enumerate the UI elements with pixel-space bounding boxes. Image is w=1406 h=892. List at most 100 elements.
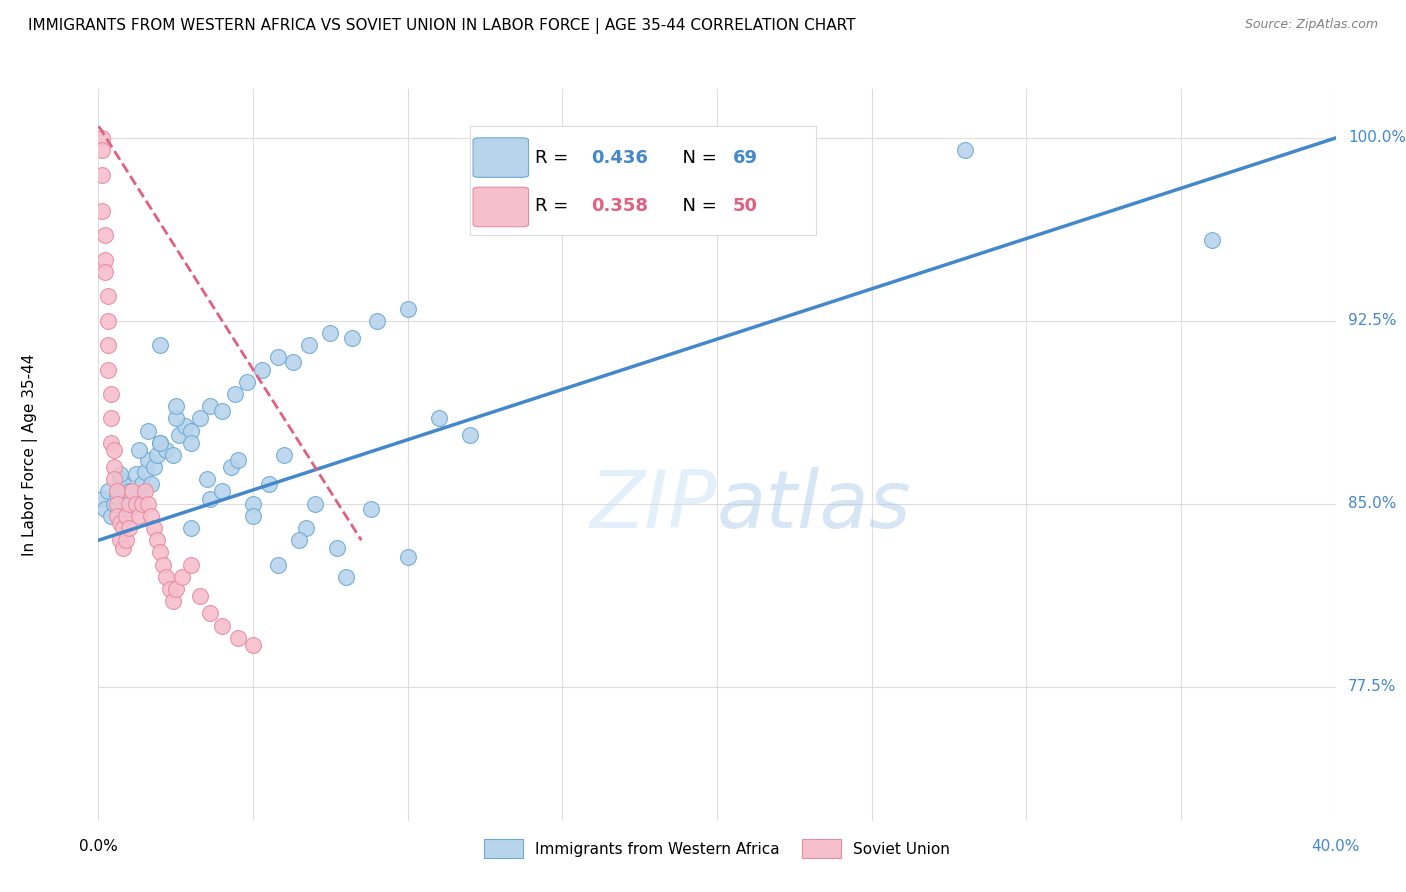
Text: 100.0%: 100.0% <box>1348 130 1406 145</box>
Point <box>100 508 122 523</box>
Point <box>396 301 419 316</box>
Point <box>190 411 212 425</box>
Point <box>211 404 233 418</box>
Point <box>335 570 357 584</box>
Point <box>136 497 159 511</box>
Point <box>100 435 122 450</box>
Point <box>90 204 112 219</box>
Point <box>118 484 141 499</box>
Point <box>97 338 120 352</box>
Point <box>121 484 143 499</box>
Text: R =: R = <box>536 197 575 215</box>
Point <box>128 489 150 503</box>
Point <box>108 516 131 531</box>
Point <box>105 484 128 499</box>
Point <box>108 533 131 548</box>
Point <box>953 143 976 157</box>
Point <box>118 497 141 511</box>
Text: 69: 69 <box>733 149 758 167</box>
Point <box>180 424 202 438</box>
Point <box>195 472 218 486</box>
Point <box>139 477 162 491</box>
Point <box>267 351 290 365</box>
Point <box>152 558 174 572</box>
Point <box>146 448 169 462</box>
Point <box>149 545 172 559</box>
Point <box>97 484 120 499</box>
Text: 92.5%: 92.5% <box>1348 313 1396 328</box>
Point <box>226 631 249 645</box>
Point <box>167 428 190 442</box>
Legend: Immigrants from Western Africa, Soviet Union: Immigrants from Western Africa, Soviet U… <box>478 833 956 864</box>
Point <box>108 467 131 482</box>
FancyBboxPatch shape <box>472 187 529 227</box>
Point <box>103 497 125 511</box>
Point <box>97 314 120 328</box>
Point <box>115 533 138 548</box>
Text: 50: 50 <box>733 197 758 215</box>
Point <box>236 375 259 389</box>
Point <box>90 168 112 182</box>
Text: Source: ZipAtlas.com: Source: ZipAtlas.com <box>1244 18 1378 31</box>
Point <box>105 489 128 503</box>
Point <box>1201 233 1223 247</box>
Point <box>288 533 311 548</box>
Point <box>319 326 342 340</box>
Point <box>180 435 202 450</box>
Point <box>360 501 382 516</box>
Point <box>134 465 156 479</box>
Point <box>170 570 193 584</box>
Point <box>149 435 172 450</box>
Point <box>112 521 135 535</box>
Text: 85.0%: 85.0% <box>1348 496 1396 511</box>
Point <box>93 252 115 267</box>
Point <box>458 428 481 442</box>
Point <box>97 289 120 303</box>
Text: In Labor Force | Age 35-44: In Labor Force | Age 35-44 <box>22 354 38 556</box>
Point <box>93 228 115 243</box>
FancyBboxPatch shape <box>472 138 529 178</box>
Point <box>124 497 146 511</box>
Point <box>294 521 316 535</box>
Text: atlas: atlas <box>717 467 912 545</box>
Point <box>198 491 221 506</box>
Text: 0.436: 0.436 <box>591 149 648 167</box>
Point <box>211 618 233 632</box>
Point <box>128 443 150 458</box>
Point <box>115 491 138 506</box>
Point <box>304 497 326 511</box>
Point <box>162 448 184 462</box>
Point <box>100 411 122 425</box>
Point <box>165 411 187 425</box>
Text: N =: N = <box>671 197 723 215</box>
Point <box>93 501 115 516</box>
Point <box>112 477 135 491</box>
Point <box>283 355 305 369</box>
Point <box>242 508 264 523</box>
Point <box>108 472 131 486</box>
Point <box>105 508 128 523</box>
Point <box>180 558 202 572</box>
Text: IMMIGRANTS FROM WESTERN AFRICA VS SOVIET UNION IN LABOR FORCE | AGE 35-44 CORREL: IMMIGRANTS FROM WESTERN AFRICA VS SOVIET… <box>28 18 856 34</box>
Point <box>366 314 388 328</box>
Point <box>174 418 197 433</box>
Point <box>121 484 143 499</box>
Point <box>105 497 128 511</box>
Point <box>143 460 166 475</box>
Point <box>396 550 419 565</box>
Point <box>165 582 187 596</box>
Point <box>143 521 166 535</box>
Point <box>226 452 249 467</box>
Point <box>139 508 162 523</box>
Point <box>136 452 159 467</box>
Point <box>155 443 177 458</box>
Text: N =: N = <box>671 149 723 167</box>
Point <box>131 477 153 491</box>
Point <box>211 484 233 499</box>
Point <box>118 521 141 535</box>
Text: 40.0%: 40.0% <box>1312 838 1360 854</box>
Point <box>97 362 120 376</box>
Point <box>131 497 153 511</box>
Point <box>93 265 115 279</box>
Point <box>162 594 184 608</box>
